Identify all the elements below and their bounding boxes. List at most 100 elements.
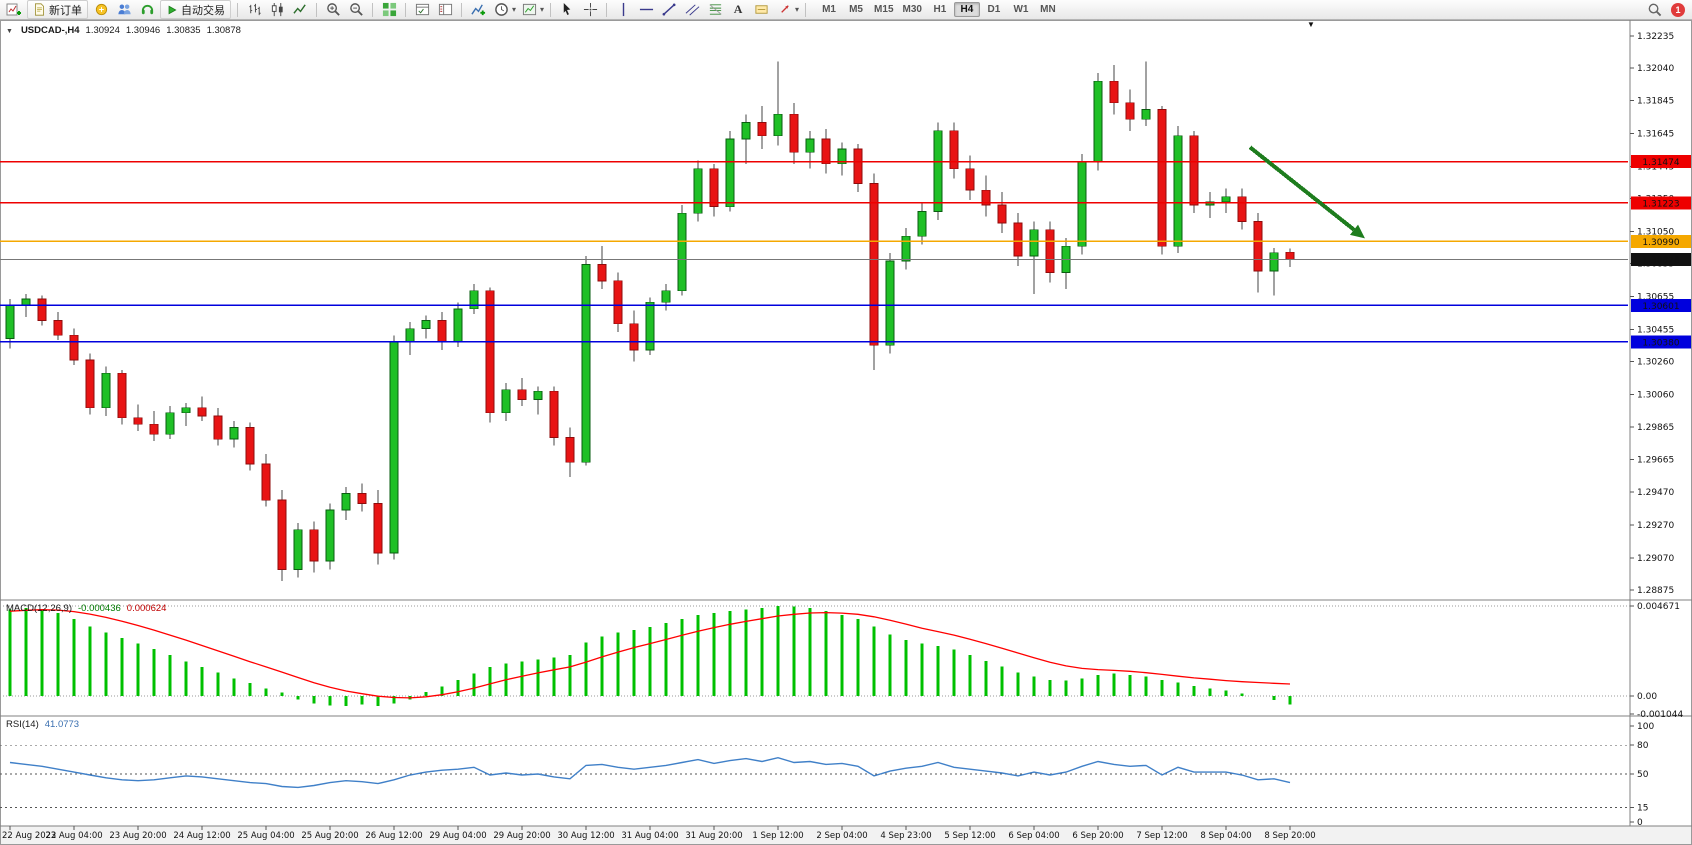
svg-text:22 Aug 2022: 22 Aug 2022 (2, 831, 56, 841)
svg-text:1 Sep 12:00: 1 Sep 12:00 (752, 831, 803, 841)
timeframe-m1[interactable]: M1 (822, 4, 836, 15)
svg-text:1.32040: 1.32040 (1637, 64, 1674, 74)
add-indicator-icon[interactable] (468, 1, 488, 18)
svg-text:1.29470: 1.29470 (1637, 488, 1674, 498)
search-icon[interactable] (1644, 1, 1664, 18)
svg-text:25 Aug 04:00: 25 Aug 04:00 (237, 831, 294, 841)
svg-text:1.31050: 1.31050 (1637, 227, 1674, 237)
svg-text:5 Sep 12:00: 5 Sep 12:00 (944, 831, 995, 841)
svg-text:31 Aug 04:00: 31 Aug 04:00 (621, 831, 678, 841)
svg-text:8 Sep 04:00: 8 Sep 04:00 (1200, 831, 1251, 841)
price-chart-canvas[interactable]: 1.322351.320401.318451.316451.314451.312… (0, 20, 1692, 845)
chart-header: ▼ USDCAD-,H4 1.30924 1.30946 1.30835 1.3… (6, 25, 241, 36)
timeframe-d1[interactable]: D1 (987, 4, 1001, 15)
toolbar-separator (372, 2, 373, 17)
svg-text:1.29270: 1.29270 (1637, 521, 1674, 531)
svg-text:25 Aug 20:00: 25 Aug 20:00 (301, 831, 358, 841)
main-toolbar: 新订单 自动交易 ▾ (0, 0, 1692, 20)
auto-trading-button[interactable]: 自动交易 (160, 0, 231, 19)
svg-text:2 Sep 04:00: 2 Sep 04:00 (816, 831, 867, 841)
bar-chart-icon[interactable] (244, 1, 264, 18)
support-icon[interactable] (137, 1, 157, 18)
chart-window: 1.322351.320401.318451.316451.314451.312… (0, 20, 1692, 845)
data-window-icon[interactable] (412, 1, 432, 18)
timeframe-toolbar: M1 M5 M15 M30 H1 H4 D1 W1 MN (816, 2, 1061, 17)
timeframe-m30[interactable]: M30 (902, 4, 922, 15)
template-dropdown-caret[interactable]: ▾ (540, 5, 545, 14)
zoom-out-icon[interactable] (346, 1, 366, 18)
rsi-value: 41.0773 (44, 719, 80, 730)
svg-text:29 Aug 20:00: 29 Aug 20:00 (493, 831, 550, 841)
svg-text:1.32235: 1.32235 (1637, 32, 1674, 42)
svg-text:1.28875: 1.28875 (1637, 586, 1674, 596)
toolbar-separator (405, 2, 406, 17)
toolbar-separator (805, 2, 807, 17)
svg-text:100: 100 (1637, 722, 1654, 732)
timeframe-mn[interactable]: MN (1040, 4, 1056, 15)
svg-text:1.30455: 1.30455 (1637, 325, 1674, 335)
ohlc-low: 1.30835 (166, 25, 201, 36)
template-icon[interactable] (519, 1, 539, 18)
rsi-label: RSI(14) (6, 719, 39, 730)
period-dropdown-caret[interactable]: ▾ (512, 5, 517, 14)
toolbar-separator (237, 2, 238, 17)
svg-text:15: 15 (1637, 804, 1648, 814)
tile-windows-icon[interactable] (379, 1, 399, 18)
cursor-icon[interactable] (557, 1, 577, 18)
symbol-dropdown-icon[interactable]: ▼ (6, 28, 13, 35)
channel-icon[interactable] (682, 1, 702, 18)
svg-text:1.30990: 1.30990 (1642, 238, 1679, 248)
new-order-icon (35, 3, 44, 16)
svg-text:1.29865: 1.29865 (1637, 423, 1674, 433)
candlestick-chart-icon[interactable] (267, 1, 287, 18)
new-order-button[interactable]: 新订单 (27, 0, 88, 19)
ohlc-open: 1.30924 (85, 25, 120, 36)
arrows-dropdown-caret[interactable]: ▾ (795, 5, 800, 14)
svg-text:0.004671: 0.004671 (1637, 602, 1680, 612)
fibonacci-icon[interactable] (705, 1, 725, 18)
timeframe-h4[interactable]: H4 (953, 2, 980, 17)
timeframe-w1[interactable]: W1 (1013, 4, 1029, 15)
svg-text:0.00: 0.00 (1637, 692, 1657, 702)
new-chart-icon[interactable] (4, 1, 24, 18)
period-selector-icon[interactable] (491, 1, 511, 18)
toolbar-separator (550, 2, 552, 17)
notification-badge[interactable]: 1 (1671, 2, 1685, 17)
trendline-icon[interactable] (659, 1, 679, 18)
vertical-line-icon[interactable] (613, 1, 633, 18)
navigator-icon[interactable] (435, 1, 455, 18)
toolbar-separator (461, 2, 462, 17)
svg-text:50: 50 (1637, 770, 1649, 780)
macd-main-value: -0.000436 (78, 603, 121, 614)
chart-shift-marker[interactable]: ▼ (1307, 20, 1315, 29)
horizontal-line-icon[interactable] (636, 1, 656, 18)
svg-text:24 Aug 12:00: 24 Aug 12:00 (173, 831, 230, 841)
timeframe-m15[interactable]: M15 (874, 4, 894, 15)
svg-text:6 Sep 20:00: 6 Sep 20:00 (1072, 831, 1123, 841)
svg-text:29 Aug 04:00: 29 Aug 04:00 (429, 831, 486, 841)
svg-text:8 Sep 20:00: 8 Sep 20:00 (1264, 831, 1315, 841)
svg-text:6 Sep 04:00: 6 Sep 04:00 (1008, 831, 1059, 841)
svg-text:4 Sep 23:00: 4 Sep 23:00 (880, 831, 931, 841)
svg-text:1.31223: 1.31223 (1642, 199, 1679, 209)
metaeditor-icon[interactable] (91, 1, 111, 18)
line-chart-icon[interactable] (290, 1, 310, 18)
text-icon[interactable]: A (733, 2, 743, 16)
svg-text:1.30060: 1.30060 (1637, 391, 1674, 401)
svg-text:7 Sep 12:00: 7 Sep 12:00 (1136, 831, 1187, 841)
arrows-tool-icon[interactable] (774, 1, 794, 18)
svg-text:1.30260: 1.30260 (1637, 358, 1674, 368)
rsi-header: RSI(14) 41.0773 (6, 719, 79, 730)
timeframe-h1[interactable]: H1 (933, 4, 947, 15)
macd-label: MACD(12,26,9) (6, 603, 72, 614)
svg-text:1.29070: 1.29070 (1637, 554, 1674, 564)
ohlc-high: 1.30946 (125, 25, 161, 36)
text-label-icon[interactable] (751, 1, 771, 18)
svg-text:31 Aug 20:00: 31 Aug 20:00 (685, 831, 742, 841)
crosshair-icon[interactable] (580, 1, 600, 18)
svg-text:23 Aug 20:00: 23 Aug 20:00 (109, 831, 166, 841)
timeframe-m5[interactable]: M5 (849, 4, 863, 15)
community-icon[interactable] (114, 1, 134, 18)
zoom-in-icon[interactable] (323, 1, 343, 18)
svg-text:0: 0 (1637, 818, 1643, 828)
